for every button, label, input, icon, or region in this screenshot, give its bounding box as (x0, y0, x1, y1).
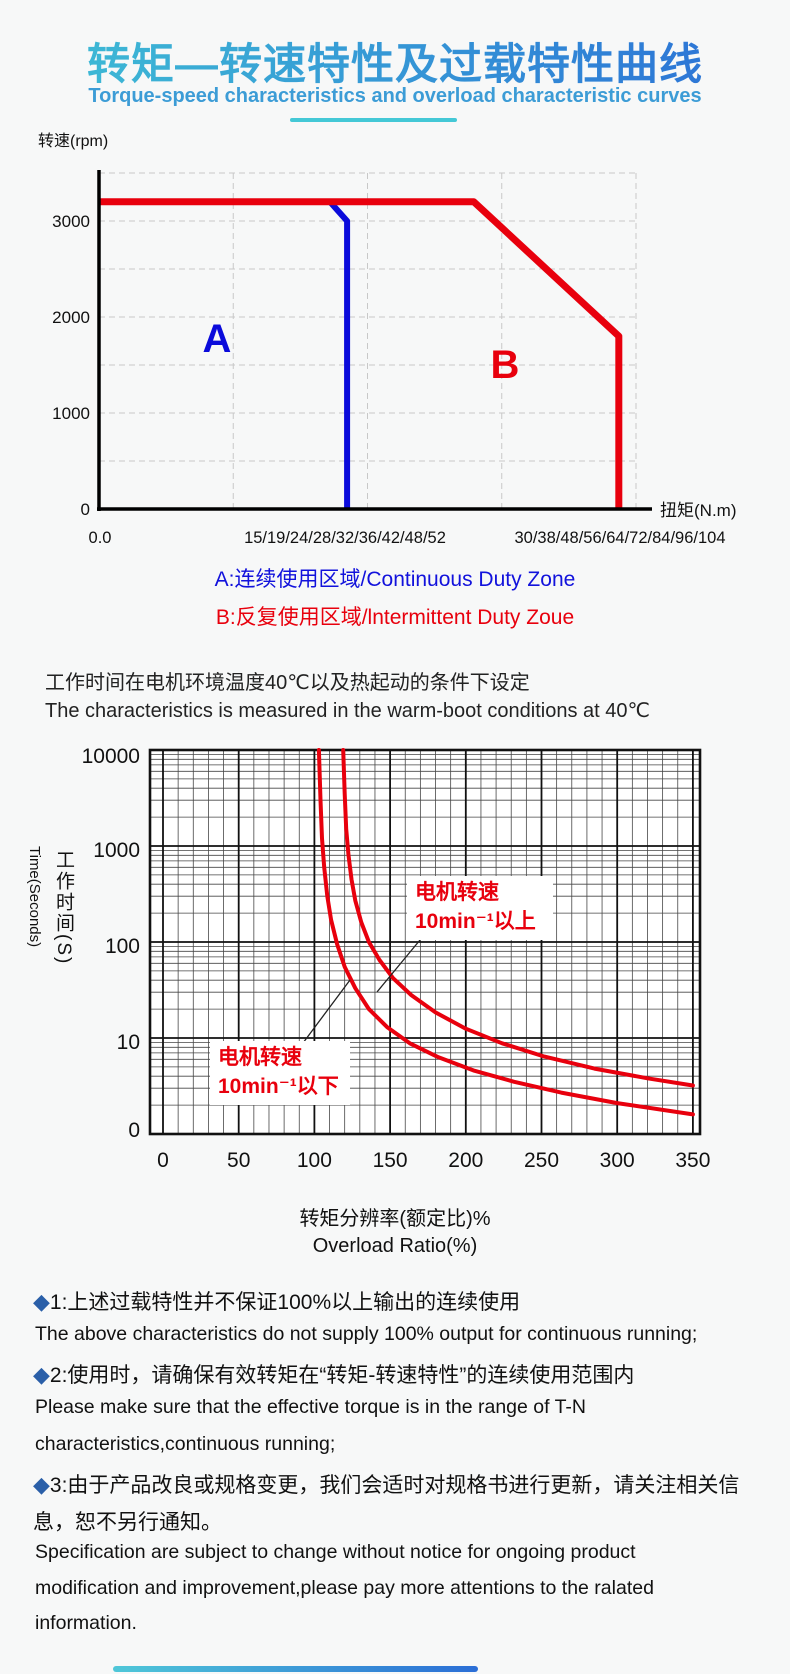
chart1-y-tick: 3000 (52, 212, 90, 231)
footer-accent-bar (113, 1666, 478, 1672)
legend-continuous-duty: A:连续使用区域/Continuous Duty Zone (214, 568, 576, 591)
annotation-below-line1: 电机转速 (218, 1046, 302, 1069)
chart2-x-tick: 150 (373, 1149, 408, 1170)
overload-curve (316, 748, 695, 1117)
chart2-y-axis-label-en: Time(Seconds) (26, 846, 43, 948)
chart1-y-axis-label: 转速(rpm) (38, 133, 109, 150)
chart2-y-tick: 0 (128, 1119, 140, 1142)
chart2-x-tick: 100 (297, 1149, 332, 1170)
annotation-leader-line (376, 939, 421, 993)
chart2-y-tick: 100 (105, 935, 140, 958)
chart2-y-tick: 10 (117, 1031, 140, 1054)
note-2-cn: ◆2:使用时，请确保有效转矩在“转矩-转速特性”的连续使用范围内 (33, 1362, 635, 1387)
chart2-frame (148, 748, 702, 1136)
annotation-leader-line (302, 979, 351, 1044)
note-3-en-line3: information. (35, 1612, 137, 1634)
legend-intermittent-duty: B:反复使用区域/lntermittent Duty Zoue (215, 606, 575, 629)
chart2-y-axis-label-cn: 工作时间(S) (53, 850, 74, 966)
note-2-en-line1: Please make sure that the effective torq… (35, 1396, 587, 1418)
note-3-cn: ◆3:由于产品改良或规格变更，我们会适时对规格书进行更新，请关注相关信息，恕不另… (33, 1472, 740, 1534)
annotation-above-line2: 10min⁻¹以上 (415, 910, 536, 933)
diamond-bullet-icon: ◆ (33, 1472, 50, 1497)
page-subtitle: Torque-speed characteristics and overloa… (88, 85, 702, 107)
chart1-curve (99, 198, 623, 509)
chart2-x-tick: 0 (157, 1149, 169, 1170)
chart2-x-tick: 50 (227, 1149, 250, 1170)
chart2-y-tick: 1000 (93, 839, 140, 862)
overload-curve (341, 748, 695, 1088)
chart1-y-tick: 2000 (52, 308, 90, 327)
chart2-x-tick: 300 (600, 1149, 635, 1170)
diamond-bullet-icon: ◆ (33, 1289, 50, 1314)
torque-speed-chart: 3000 2000 1000 0 0.0 15/19/24/28/32/36/42/48/… (52, 170, 736, 547)
annotation-below-10rpm: 电机转速 10min⁻¹以下 (210, 1041, 350, 1105)
annotation-above-line1: 电机转速 (415, 881, 499, 904)
diamond-bullet-icon: ◆ (33, 1362, 50, 1387)
zone-a-label: A (203, 317, 232, 361)
chart2-x-tick: 250 (524, 1149, 559, 1170)
chart2-x-tick: 200 (448, 1149, 483, 1170)
zone-b-label: B (491, 343, 520, 387)
page-title: 转矩—转速特性及过载特性曲线 (0, 30, 790, 92)
chart2-x-axis-label-en: Overload Ratio(%) (312, 1235, 478, 1257)
chart1-y-tick: 1000 (52, 404, 90, 423)
chart1-x-tick: 15/19/24/28/32/36/42/48/52 (244, 529, 446, 547)
note-2-en-line2: characteristics,continuous running; (35, 1433, 336, 1455)
annotation-above-10rpm: 电机转速 10min⁻¹以上 (407, 876, 553, 940)
chart1-y-tick: 0 (81, 500, 90, 519)
note-3-en-line2: modification and improvement,please pay … (35, 1577, 654, 1599)
subtitle-underline-decoration (290, 118, 457, 122)
chart1-x-tick: 30/38/48/56/64/72/84/96/104 (514, 529, 725, 547)
note-1-cn: ◆1:上述过载特性并不保证100%以上输出的连续使用 (33, 1289, 521, 1314)
chart1-x-tick: 0.0 (89, 529, 112, 547)
chart2-x-tick: 350 (675, 1149, 710, 1170)
note-1-en: The above characteristics do not supply … (35, 1323, 698, 1345)
chart1-x-axis-label: 扭矩(N.m) (660, 501, 736, 520)
condition-note-en: The characteristics is measured in the w… (45, 700, 650, 722)
chart2-y-tick: 10000 (82, 745, 140, 768)
chart2-x-axis-label-cn: 转矩分辨率(额定比)% (299, 1208, 491, 1230)
condition-note-cn: 工作时间在电机环境温度40℃以及热起动的条件下设定 (45, 672, 530, 694)
annotation-below-line2: 10min⁻¹以下 (218, 1075, 339, 1098)
note-3-en-line1: Specification are subject to change with… (35, 1541, 636, 1563)
